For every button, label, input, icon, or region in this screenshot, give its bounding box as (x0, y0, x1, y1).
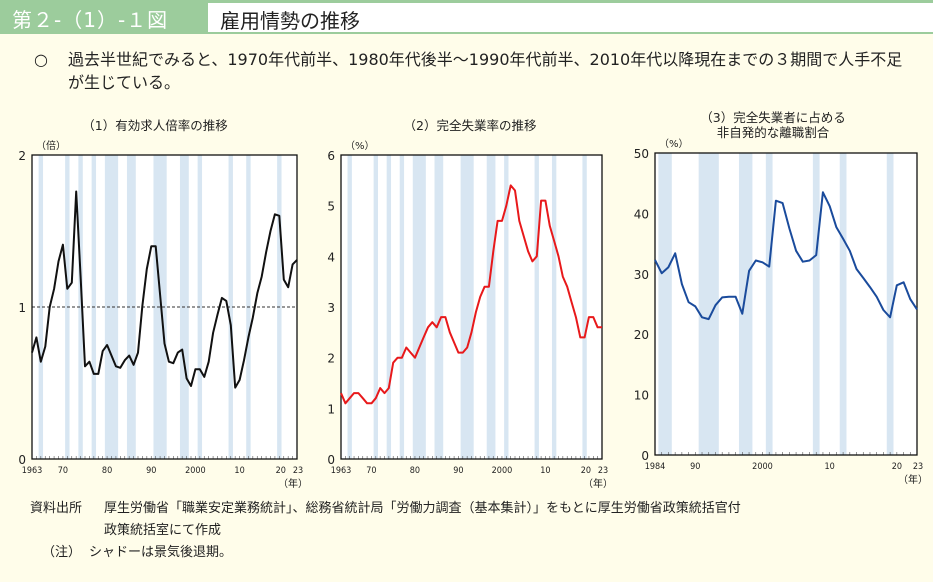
x-tick-label: 2000 (185, 466, 206, 476)
recession-shade (886, 153, 894, 455)
figure-title: 雇用情勢の推移 (220, 9, 360, 33)
y-tick-label: 10 (634, 389, 649, 403)
y-tick-label: 0 (18, 453, 26, 467)
plot-frame (654, 152, 918, 456)
x-tick-label: 80 (410, 466, 420, 476)
figure-header: 第２-（1）-１図 雇用情勢の推移 (0, 0, 933, 34)
series-line (31, 190, 298, 389)
recession-shade (486, 155, 496, 459)
chart-title-line2: 非自発的な離職割合 (717, 125, 830, 140)
lead-text: 過去半世紀でみると、1970年代前半、1980年代後半～1990年代前半、201… (68, 50, 903, 92)
x-tick-label: 20 (892, 462, 902, 472)
x-tick-label: 10 (540, 466, 550, 476)
source-label: 資料出所 (30, 501, 83, 516)
x-tick-label: 10 (825, 462, 835, 472)
series-line (340, 184, 602, 405)
recession-shade (347, 155, 352, 459)
recession-shade (582, 155, 587, 459)
source-text-line2: 政策統括室にて作成 (104, 523, 222, 538)
chart-title: （2）完全失業率の推移 (404, 118, 537, 133)
y-tick-label: 3 (327, 301, 335, 315)
recession-shade (399, 155, 405, 459)
recession-shade (104, 155, 119, 459)
x-tick-label: 70 (58, 466, 68, 476)
x-tick-label: 20 (276, 466, 286, 476)
y-tick-label: 20 (634, 328, 649, 342)
recession-shade (373, 155, 378, 459)
plot-frame (340, 154, 603, 460)
note-text: シャドーは景気後退期。 (89, 545, 233, 560)
plot-area (655, 153, 917, 455)
chart-title: （1）有効求人倍率の推移 (82, 118, 227, 133)
x-tick-label: 20 (581, 466, 591, 476)
x-tick-label: 1963 (22, 466, 43, 476)
recession-shade (78, 155, 83, 459)
recession-shade (738, 153, 753, 455)
y-tick-label: 40 (634, 207, 649, 221)
y-axis-unit: （%） (659, 138, 689, 150)
series-line (654, 191, 918, 321)
x-axis-unit: （年） (583, 477, 613, 490)
recession-shade (412, 155, 426, 459)
recession-shade (812, 153, 820, 455)
y-axis-unit: （%） (345, 140, 375, 152)
recession-shade (126, 155, 136, 459)
recession-shade (386, 155, 392, 459)
chart-title: （3）完全失業者に占める (700, 110, 845, 125)
y-axis-unit: （倍） (36, 139, 66, 152)
x-tick-label: 80 (102, 466, 112, 476)
x-axis-unit: （年） (898, 473, 928, 486)
recession-shade (460, 155, 474, 459)
chart-job-openings-ratio: （1）有効求人倍率の推移 0 1 2 （倍） 1963 70 80 90 2000 10 20 23（年… (18, 118, 308, 490)
bullet-mark: ○ (34, 50, 48, 69)
x-tick-label: 1963 (331, 466, 352, 476)
recession-shade (698, 153, 719, 455)
x-tick-label: 23 (293, 466, 303, 476)
y-tick-label: 6 (327, 149, 335, 163)
y-tick-label: 2 (327, 352, 335, 366)
x-tick-label: 70 (366, 466, 376, 476)
y-tick-label: 30 (634, 268, 649, 282)
recession-shade (38, 155, 44, 459)
x-tick-label: 90 (146, 466, 156, 476)
recession-shade (839, 153, 847, 455)
x-tick-label: 90 (453, 466, 463, 476)
x-tick-label: 2000 (492, 466, 513, 476)
x-tick-label: 10 (234, 466, 244, 476)
y-tick-label: 50 (634, 147, 649, 161)
recession-shade (434, 155, 444, 459)
x-tick-label: 23 (913, 462, 923, 472)
recession-shade (504, 155, 509, 459)
y-tick-label: 5 (327, 200, 335, 214)
x-tick-label: 90 (690, 462, 700, 472)
recession-shade (658, 153, 672, 455)
recession-shade (153, 155, 167, 459)
figure-title-box: 雇用情勢の推移 (208, 3, 933, 33)
recession-shade (534, 155, 539, 459)
x-tick-label: 1984 (645, 462, 666, 472)
y-tick-label: 0 (641, 449, 649, 463)
x-tick-label: 2000 (752, 462, 773, 472)
y-tick-label: 1 (327, 402, 335, 416)
y-tick-label: 4 (327, 250, 335, 264)
y-tick-label: 2 (18, 149, 26, 163)
source-text-line1: 厚生労働省「職業安定業務統計」、総務省統計局「労働力調査（基本集計）」をもとに厚… (104, 501, 741, 516)
plot-frame (31, 154, 298, 460)
lead-summary: ○ 過去半世紀でみると、1970年代前半、1980年代後半～1990年代前半、2… (34, 48, 914, 94)
x-tick-label: 23 (598, 466, 608, 476)
figure-number: 第２-（1）-１図 (12, 8, 169, 32)
recession-shade (765, 153, 773, 455)
recession-shade (551, 155, 557, 459)
y-tick-label: 0 (327, 453, 335, 467)
source-notes: 資料出所 厚生労働省「職業安定業務統計」、総務省統計局「労働力調査（基本集計）」を… (14, 498, 924, 564)
y-tick-label: 1 (18, 301, 26, 315)
note-label: （注） (42, 545, 82, 560)
recession-shade (228, 155, 233, 459)
x-axis-unit: （年） (278, 477, 308, 490)
